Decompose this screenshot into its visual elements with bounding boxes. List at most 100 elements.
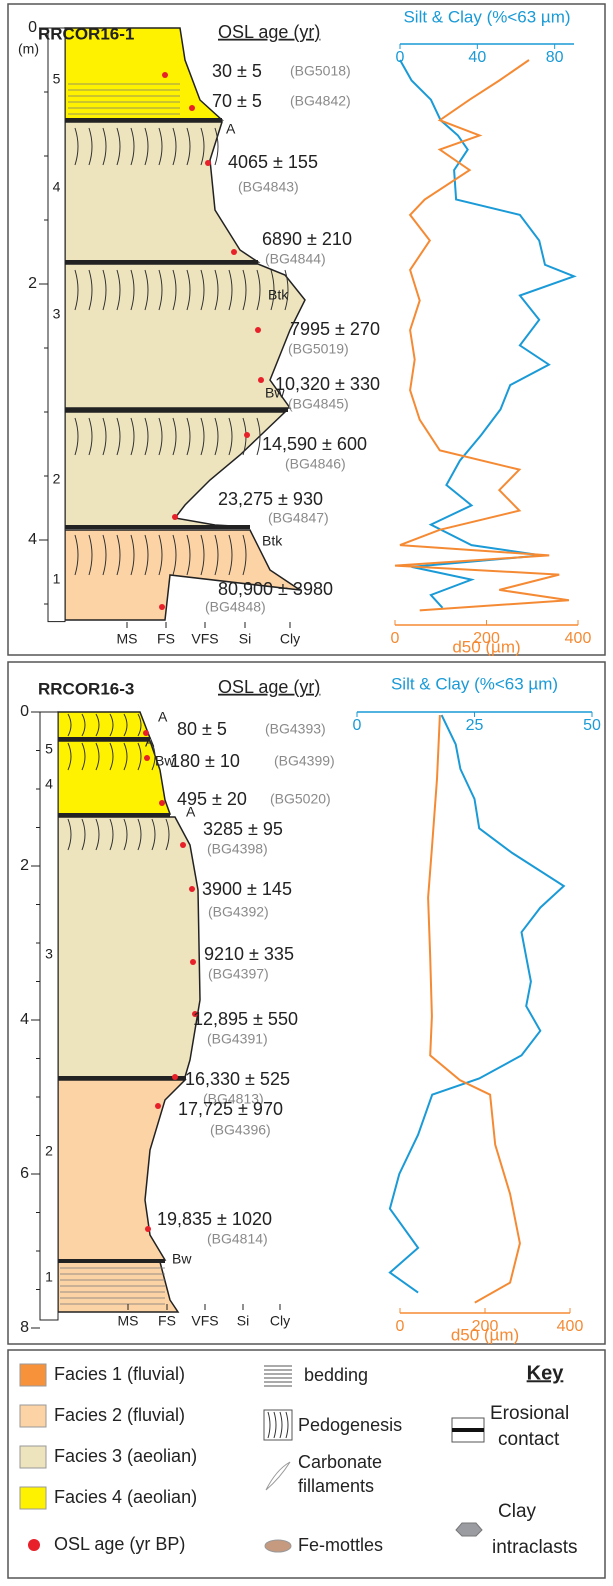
- unit-column: [48, 28, 65, 622]
- unit-number: 4: [53, 179, 61, 195]
- grain-class: VFS: [191, 1313, 218, 1329]
- grain-class: FS: [157, 631, 175, 647]
- axis-tick-label: 50: [583, 717, 601, 734]
- osl-sample: [145, 1226, 151, 1232]
- clay-symbol: [456, 1523, 482, 1536]
- grain-class: Cly: [280, 631, 300, 647]
- osl-age: 3900 ± 145: [202, 879, 292, 899]
- horizon-label: Btk: [262, 533, 283, 549]
- axis-tick-label: 0: [396, 1318, 405, 1335]
- osl-sample: [162, 72, 168, 78]
- lab-code: (BG4842): [290, 93, 351, 109]
- depth-tick-label: 0: [28, 19, 37, 36]
- axis-tick-label: 40: [468, 49, 486, 66]
- facies-unit: [58, 1262, 178, 1312]
- fe-mottle-symbol: [265, 1540, 291, 1552]
- lab-code: (BG4844): [265, 251, 326, 267]
- grain-class: MS: [117, 631, 138, 647]
- unit-number: 2: [53, 471, 61, 487]
- unit-number: 4: [45, 776, 53, 792]
- d50-curve: [395, 60, 569, 610]
- unit-number: 5: [53, 71, 61, 87]
- osl-age: 30 ± 5: [212, 61, 262, 81]
- pedogenesis-label: Pedogenesis: [298, 1415, 402, 1435]
- unit-column: [40, 712, 58, 1320]
- osl-age: 19,835 ± 1020: [157, 1209, 272, 1229]
- osl-header: OSL age (yr): [218, 22, 320, 42]
- axis-title: Silt & Clay (%<63 µm): [391, 674, 558, 693]
- osl-age: 14,590 ± 600: [262, 434, 367, 454]
- axis-title: d50 (µm): [451, 1325, 519, 1344]
- osl-sample: [180, 842, 186, 848]
- unit-number: 3: [45, 946, 53, 962]
- osl-sample: [189, 886, 195, 892]
- osl-age: 80,900 ± 3980: [218, 579, 333, 599]
- axis-title: Silt & Clay (%<63 µm): [403, 7, 570, 26]
- osl-age: 180 ± 10: [170, 751, 240, 771]
- facies-unit: [58, 1080, 185, 1260]
- unit-number: 1: [53, 571, 61, 587]
- carbonate-symbol: [266, 1462, 290, 1490]
- lab-code: (BG4397): [208, 966, 269, 982]
- key-title: Key: [527, 1362, 565, 1384]
- depth-tick-label: 4: [28, 531, 37, 548]
- lab-code: (BG4392): [208, 904, 269, 920]
- osl-age: 80 ± 5: [177, 719, 227, 739]
- carbonate-label: Carbonate: [298, 1452, 382, 1472]
- grain-class: MS: [118, 1313, 139, 1329]
- erosional-label: Erosional: [490, 1403, 569, 1424]
- facies-label: Facies 2 (fluvial): [54, 1405, 185, 1425]
- depth-tick-label: 8: [20, 1319, 29, 1336]
- clay-label: intraclasts: [492, 1537, 578, 1558]
- axis-tick-label: 0: [353, 717, 362, 734]
- facies-unit: [58, 817, 200, 1077]
- osl-sample: [159, 800, 165, 806]
- lab-code: (BG4843): [238, 179, 299, 195]
- panel-title: RRCOR16-1: [38, 24, 134, 43]
- facies-label: Facies 3 (aeolian): [54, 1446, 197, 1466]
- unit-number: 1: [45, 1269, 53, 1285]
- osl-sample: [205, 160, 211, 166]
- osl-sample: [258, 377, 264, 383]
- osl-sample: [244, 432, 250, 438]
- axis-title: d50 (µm): [452, 637, 520, 656]
- lab-code: (BG4396): [210, 1122, 271, 1138]
- grain-class: FS: [158, 1313, 176, 1329]
- fe-mottles-label: Fe-mottles: [298, 1535, 383, 1555]
- osl-key-label: OSL age (yr BP): [54, 1534, 185, 1554]
- depth-tick-label: 6: [20, 1165, 29, 1182]
- lab-code: (BG4848): [205, 599, 266, 615]
- osl-header: OSL age (yr): [218, 677, 320, 697]
- lab-code: (BG5018): [290, 63, 351, 79]
- osl-age: 23,275 ± 930: [218, 489, 323, 509]
- osl-sample: [189, 105, 195, 111]
- osl-age: 10,320 ± 330: [275, 374, 380, 394]
- osl-age: 16,330 ± 525: [185, 1069, 290, 1089]
- panel-title: RRCOR16-3: [38, 679, 134, 698]
- silt_clay-curve: [390, 715, 564, 1293]
- lab-code: (BG4847): [268, 510, 329, 526]
- bedding-label: bedding: [304, 1365, 368, 1385]
- facies-swatch: [20, 1405, 46, 1427]
- lab-code: (BG4398): [207, 841, 268, 857]
- facies-label: Facies 1 (fluvial): [54, 1364, 185, 1384]
- lab-code: (BG4846): [285, 456, 346, 472]
- clay-label: Clay: [498, 1501, 537, 1522]
- depth-tick-label: 2: [28, 275, 37, 292]
- grain-class: VFS: [191, 631, 218, 647]
- facies-swatch: [20, 1364, 46, 1386]
- osl-sample: [172, 1074, 178, 1080]
- grain-class: Si: [239, 631, 251, 647]
- osl-sample: [190, 959, 196, 965]
- lab-code: (BG4391): [207, 1031, 268, 1047]
- facies-unit: [58, 741, 170, 814]
- osl-sample: [231, 249, 237, 255]
- facies-unit: [58, 712, 150, 738]
- depth-unit: (m): [18, 41, 39, 57]
- unit-number: 3: [53, 306, 61, 322]
- axis-tick-label: 400: [565, 630, 592, 647]
- lab-code: (BG5019): [288, 341, 349, 357]
- facies-unit: [65, 412, 285, 527]
- osl-sample: [155, 1103, 161, 1109]
- osl-sample: [255, 327, 261, 333]
